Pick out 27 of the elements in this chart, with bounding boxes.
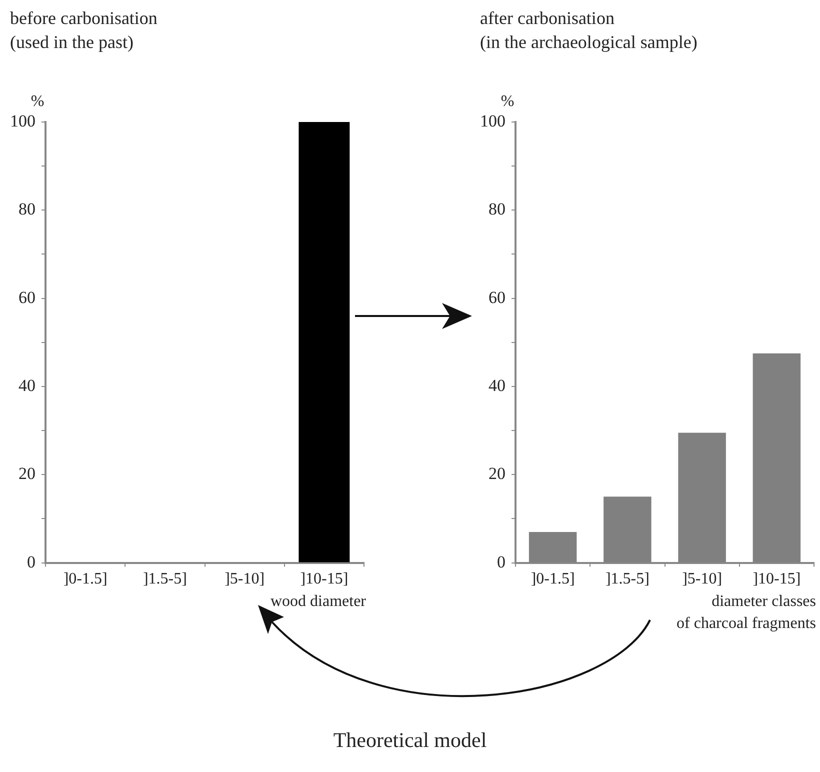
y-tick-label: 100 <box>10 111 36 130</box>
y-tick-label: 0 <box>27 552 36 572</box>
x-axis-title: wood diameter <box>270 593 367 610</box>
x-tick-label: ]1.5-5] <box>605 570 650 588</box>
y-axis-title: % <box>30 93 44 110</box>
chart-title: before carbonisation (used in the past) <box>10 7 158 54</box>
y-tick-label: 80 <box>488 200 506 219</box>
x-axis-title: diameter classes of charcoal fragments <box>676 593 816 632</box>
y-tick-label: 20 <box>488 464 506 484</box>
y-tick-label: 20 <box>18 464 36 484</box>
text: Theoretical model <box>332 728 488 753</box>
y-tick-label: 80 <box>18 200 36 219</box>
y-tick-label: 40 <box>488 376 506 395</box>
y-tick-label: 0 <box>497 552 506 572</box>
x-tick-label: ]0-1.5] <box>63 570 108 588</box>
x-tick-label: ]5-10] <box>682 570 722 588</box>
y-tick-label: 60 <box>18 288 36 307</box>
x-tick-label: ]10-15] <box>300 570 348 588</box>
chart-title: after carbonisation (in the archaeological sample) <box>480 7 698 54</box>
y-tick-label: 100 <box>480 111 506 130</box>
x-tick-label: ]0-1.5] <box>530 570 575 588</box>
y-axis-title: % <box>500 93 514 110</box>
y-tick-label: 60 <box>488 288 506 307</box>
x-tick-label: ]5-10] <box>224 570 265 588</box>
x-tick-label: ]1.5-5] <box>142 570 187 588</box>
y-tick-label: 40 <box>18 376 36 395</box>
x-tick-label: ]10-15] <box>752 570 801 588</box>
